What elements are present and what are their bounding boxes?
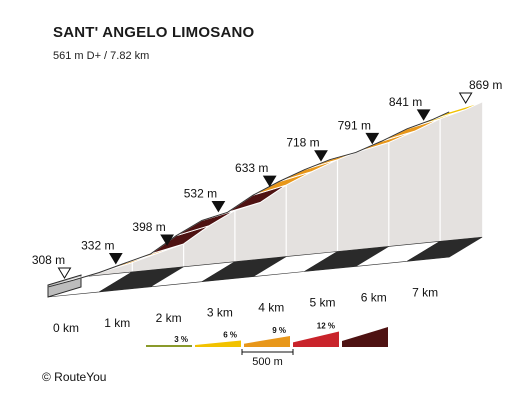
x-tick-label: 1 km	[104, 316, 130, 330]
x-tick-label: 4 km	[258, 301, 284, 315]
elevation-marker-triangle	[108, 252, 123, 265]
x-tick-label: 2 km	[156, 311, 182, 325]
profile-top-edge	[47, 111, 450, 288]
x-tick-label: 3 km	[207, 306, 233, 320]
elevation-marker-label: 791 m	[338, 118, 371, 132]
elevation-marker-triangle	[416, 109, 431, 121]
legend-swatch	[195, 340, 241, 347]
elevation-marker-triangle	[262, 175, 277, 188]
legend-label: 9 %	[272, 326, 286, 335]
elevation-marker-label: 308 m	[32, 253, 65, 267]
x-tick-label: 6 km	[361, 290, 387, 304]
x-tick-label: 5 km	[309, 296, 335, 310]
elevation-marker-label: 841 m	[389, 95, 422, 109]
elevation-marker-label: 869 m	[469, 78, 502, 92]
elevation-marker-label: 532 m	[184, 186, 217, 200]
chart-subtitle: 561 m D+ / 7.82 km	[53, 50, 150, 62]
legend-label: 12 %	[317, 322, 335, 331]
elevation-marker-triangle	[365, 132, 380, 145]
elevation-marker-triangle	[211, 200, 226, 213]
baseline-km-block	[406, 236, 483, 262]
legend-swatch	[244, 336, 290, 347]
scale-bar-label: 500 m	[252, 356, 283, 368]
elevation-marker-triangle	[458, 92, 473, 104]
elevation-marker-triangle	[57, 267, 72, 279]
profile-side-wall	[81, 101, 483, 279]
elevation-marker-label: 633 m	[235, 161, 268, 175]
elevation-marker-label: 332 m	[81, 238, 114, 252]
legend-swatch	[146, 345, 192, 347]
elevation-marker-label: 718 m	[286, 136, 319, 150]
x-tick-label: 0 km	[53, 321, 79, 335]
routeyou-credit: © RouteYou	[42, 370, 107, 384]
elevation-marker-triangle	[160, 234, 174, 246]
legend-swatch	[342, 327, 388, 347]
elevation-marker-label: 398 m	[132, 220, 165, 234]
legend-swatch	[293, 331, 339, 347]
x-tick-label: 7 km	[412, 285, 438, 299]
elevation-marker-triangle	[314, 150, 328, 162]
legend-label: 3 %	[174, 335, 188, 344]
legend-label: 6 %	[223, 331, 237, 340]
chart-title: SANT' ANGELO LIMOSANO	[53, 24, 255, 41]
